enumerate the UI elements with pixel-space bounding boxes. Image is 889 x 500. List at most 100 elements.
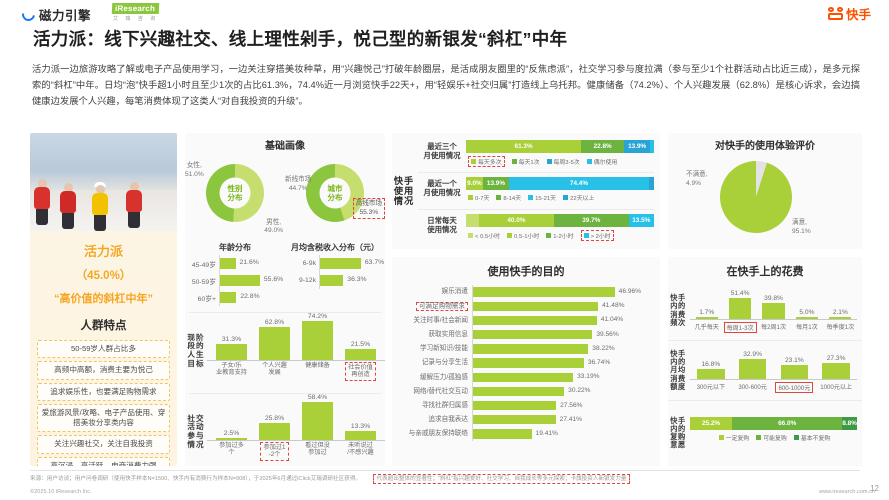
bar-value: 31.3%: [221, 335, 242, 343]
purpose-category: 追求自我表达: [428, 416, 468, 424]
purpose-value: 27.41%: [559, 415, 583, 423]
iresearch-logo: iResearch 艾 瑞 咨 询: [111, 3, 160, 22]
photo-figure: [126, 182, 142, 228]
purpose-row: 可满足购物需求 41.48%: [394, 299, 654, 314]
bar-track: 22.8%: [219, 289, 281, 306]
spend-frequency-side-label: 快手内的消费频次: [670, 293, 686, 327]
ciyinqing-mark-icon: [19, 5, 38, 24]
spend-bar-category: 300-600元: [738, 384, 767, 391]
social-activity-labels: 参加过多个参加过1 -2个 看过但没 参加过 未听说过/不感兴趣: [207, 441, 385, 461]
purpose-bar-fill: [473, 415, 556, 425]
spend-bar-value: 27.3%: [826, 354, 846, 362]
spend-bar-fill: [738, 359, 767, 379]
age-chart-block: 年龄分布 45-49岁 21.6% 50-59岁 55.6% 60岁+ 22.8%: [185, 242, 285, 310]
bar-value: 62.8%: [264, 318, 285, 326]
spend-bar-fill: [829, 317, 852, 319]
usage-row: 最近一个 月使用情况 9.0% 13.9% 74.4% 0-7天 8-14天 15-21天 22…: [418, 173, 654, 210]
stack-segment: [650, 140, 654, 153]
purpose-bar-fill: [473, 358, 584, 368]
purpose-row: 追求自我表达 27.41%: [394, 412, 654, 427]
income-chart-title: 月均含税收入分布（元）: [291, 243, 379, 252]
stack-segment: 74.4%: [509, 177, 649, 190]
bar-value: 25.8%: [264, 415, 285, 423]
stack-segment: 61.3%: [466, 140, 582, 153]
gender-male-label: 男性, 49.0%: [264, 218, 283, 235]
persona-trait-item: 50-59岁人群占比多: [37, 340, 170, 359]
bar-row: 9-12k 36.3%: [289, 272, 381, 289]
legend-item: < 0.5小时: [468, 230, 500, 241]
purpose-category: 网络/替代社交互动: [413, 387, 468, 395]
usage-row: 日常每天 使用情况 40.0% 39.7% 13.5% < 0.5小时 0.5-1小时 1-2…: [418, 210, 654, 247]
bar-value: 36.3%: [347, 276, 367, 283]
gender-donut-center-label: 性别 分布: [227, 184, 243, 202]
persona-trait-item: 高频中高额，消费主要为悦己: [37, 361, 170, 380]
bar-value: 21.6%: [239, 259, 259, 266]
purpose-track: 36.74%: [472, 355, 654, 371]
legend-item: 1-2小时: [546, 230, 574, 241]
bar-fill: [220, 292, 237, 303]
usage-row-body: 40.0% 39.7% 13.5% < 0.5小时 0.5-1小时 1-2小时 > 2小时: [466, 210, 654, 241]
usage-rows: 最近三个 月使用情况 61.3% 22.8% 13.9% 每天多次 每天1次 每周3-5次 偶尔…: [416, 133, 660, 249]
legend-item: 0.5-1小时: [507, 230, 539, 241]
bar-category: 6-9k: [302, 260, 316, 267]
purpose-category: 娱乐消遣: [441, 288, 468, 296]
purpose-bar-fill: [473, 344, 589, 354]
city-new-label: 新线市场 44.7%: [285, 176, 312, 192]
legend-item: 每周3-5次: [546, 156, 580, 167]
right-area: 快手使用情况 最近三个 月使用情况 61.3% 22.8% 13.9% 每天多次 每天1次每…: [392, 133, 862, 466]
spend-bar-column: 32.9%: [732, 351, 774, 379]
bar-value: 22.8%: [240, 293, 260, 300]
legend-item: 可能复购: [756, 433, 787, 442]
basic-profile-title: 基础画像: [265, 141, 305, 152]
purpose-bar-fill: [473, 400, 557, 411]
bar-fill: [215, 343, 248, 360]
spend-bar-value: 5.0%: [799, 309, 815, 316]
spend-bar-column: 39.8%: [757, 295, 790, 319]
spend-bar-value: 2.1%: [832, 309, 848, 316]
copyright-text: ©2025.10 iResearch Inc.: [30, 489, 92, 495]
purpose-track: 33.19%: [472, 370, 654, 385]
purpose-bar-fill: [473, 386, 565, 397]
persona-card: 活力派 （45.0%） “高价值的斜杠中年” 人群特点 50-59岁人群占比多高…: [30, 133, 177, 466]
ciyinqing-label: 磁力引擎: [39, 9, 92, 23]
page-number: 12: [870, 484, 879, 493]
purpose-value: 38.22%: [592, 344, 615, 352]
bar-value: 13.3%: [350, 423, 371, 431]
stack-segment: 9.0%: [466, 177, 483, 190]
photo-figure: [34, 179, 50, 225]
spend-bar-category: 每周1-3次: [723, 322, 757, 333]
purpose-value: 41.04%: [600, 316, 624, 324]
stack-segment: 13.9%: [482, 177, 510, 190]
persona-trait-item: 关注兴趣社交，关注自我投资: [37, 435, 170, 454]
experience-sat-label: 满意, 95.1%: [792, 219, 811, 235]
legend-item: 每天多次: [468, 156, 505, 167]
stack-segment: 39.7%: [553, 214, 629, 227]
stack-segment: 40.0%: [478, 214, 554, 227]
city-donut-center-label: 城市 分布: [327, 184, 343, 202]
bar-value: 55.6%: [263, 276, 284, 283]
social-activity-bars: 2.5% 25.8% 58.4% 13.3%: [207, 394, 385, 441]
repurchase-legend: 一定复购 可能复购 基本不复购: [690, 433, 857, 442]
usage-legend: < 0.5小时 0.5-1小时 1-2小时 > 2小时: [466, 230, 654, 241]
usage-row-label: 最近一个 月使用情况: [423, 179, 461, 198]
purpose-track: 38.22%: [472, 341, 654, 356]
stack-segment: [648, 177, 654, 190]
spend-bar-fill: [780, 365, 809, 379]
spend-bar-column: 2.1%: [824, 309, 857, 319]
bar-fill: [344, 348, 377, 360]
experience-pie-chart: [720, 161, 792, 233]
purpose-row: 记录与分享生活 36.74%: [394, 355, 654, 371]
spend-bar-category: 每季度1次: [826, 324, 855, 331]
spend-bar-fill: [695, 317, 718, 319]
legend-item: 偶尔使用: [586, 156, 617, 167]
spend-bar-category: 几乎每天: [694, 324, 719, 331]
kuaishou-logo: 快手: [827, 4, 871, 23]
kuaishou-usage-panel: 快手使用情况 最近三个 月使用情况 61.3% 22.8% 13.9% 每天多次 每天1次每…: [392, 133, 660, 249]
spend-bar-value: 16.8%: [701, 360, 721, 368]
basic-profile-panel: 基础画像 性别 分布 女性, 51.0% 男性, 49.0% 城市 分布: [185, 133, 385, 466]
legend-item: > 2小时: [580, 230, 614, 241]
ciyinqing-logo: 磁力引擎: [19, 5, 92, 24]
page-title-bar: 活力派：线下兴趣社交、线上理性剁手，悦己型的新银发“斜杠”中年: [0, 22, 889, 54]
content-board: 活力派 （45.0%） “高价值的斜杠中年” 人群特点 50-59岁人群占比多高…: [30, 133, 862, 471]
city-high-label: 高线市场 55.3%: [352, 198, 385, 220]
